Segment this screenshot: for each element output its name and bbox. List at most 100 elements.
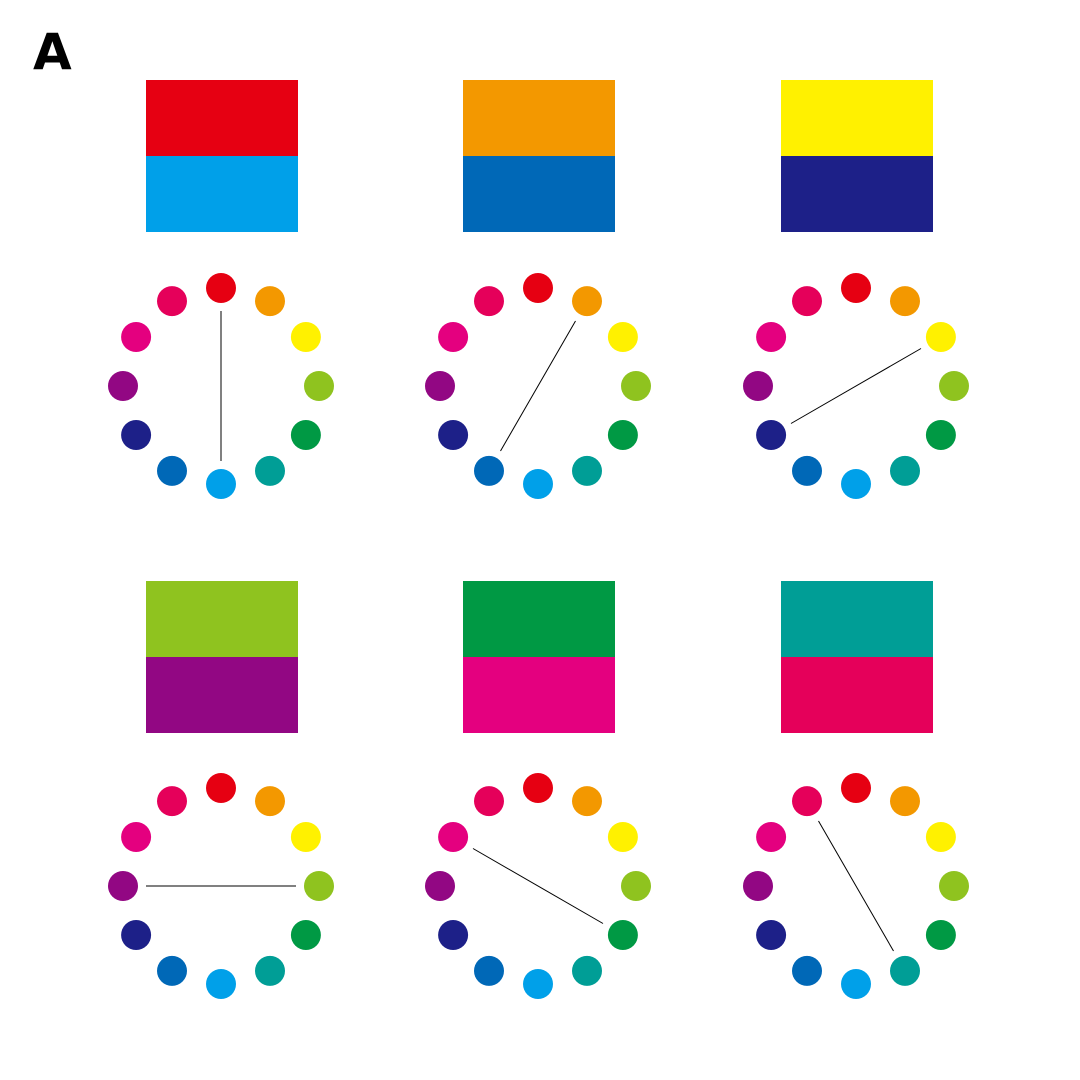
color-dot-red: [841, 773, 871, 803]
complementary-pair-yellow-indigo: [781, 80, 933, 232]
color-dot-red: [523, 773, 553, 803]
color-dot-purple: [425, 871, 455, 901]
color-dot-yellow: [290, 822, 321, 852]
complement-connector-line: [818, 820, 894, 952]
color-dot-sky-blue: [206, 469, 236, 499]
color-dot-yellow-green: [304, 871, 334, 901]
color-dot-yellow: [607, 822, 638, 852]
color-dot-blue: [157, 955, 187, 986]
color-dot-purple: [743, 371, 773, 401]
color-dot-yellow-green: [621, 371, 651, 401]
color-dot-magenta: [756, 322, 787, 352]
color-dot-orange: [572, 286, 602, 317]
color-dot-indigo: [121, 420, 152, 450]
color-dot-magenta: [121, 822, 152, 852]
color-dot-indigo: [438, 420, 469, 450]
swatch-top: [146, 80, 298, 156]
color-dot-red: [841, 273, 871, 303]
color-dot-purple: [108, 871, 138, 901]
color-dot-red: [206, 273, 236, 303]
color-dot-yellow: [925, 822, 956, 852]
color-dot-red: [523, 273, 553, 303]
color-dot-orange: [255, 786, 285, 817]
color-dot-blue-green: [255, 455, 285, 486]
color-dot-crimson: [157, 786, 187, 817]
color-dot-green: [290, 920, 321, 950]
color-dot-indigo: [756, 920, 787, 950]
color-dot-yellow-green: [304, 371, 334, 401]
color-dot-sky-blue: [841, 969, 871, 999]
color-dot-yellow-green: [939, 371, 969, 401]
swatch-top: [781, 581, 933, 657]
complementary-pair-yellow-green-purple: [146, 581, 298, 733]
color-dot-green: [607, 420, 638, 450]
swatch-top: [463, 581, 615, 657]
color-dot-green: [925, 920, 956, 950]
color-dot-blue-green: [572, 955, 602, 986]
color-dot-red: [206, 773, 236, 803]
color-dot-crimson: [792, 286, 822, 317]
color-dot-yellow: [607, 322, 638, 352]
color-dot-indigo: [121, 920, 152, 950]
complement-connector-line: [790, 348, 922, 424]
color-dot-green: [925, 420, 956, 450]
color-dot-blue-green: [572, 455, 602, 486]
swatch-top: [146, 581, 298, 657]
complement-connector-line: [472, 848, 604, 924]
color-dot-yellow: [925, 322, 956, 352]
color-dot-sky-blue: [206, 969, 236, 999]
color-dot-yellow-green: [621, 871, 651, 901]
color-dot-crimson: [157, 286, 187, 317]
complementary-pair-red-sky-blue: [146, 80, 298, 232]
color-dot-purple: [425, 371, 455, 401]
color-dot-blue: [474, 955, 504, 986]
color-dot-blue-green: [890, 955, 920, 986]
color-dot-orange: [890, 286, 920, 317]
color-dot-sky-blue: [523, 969, 553, 999]
color-dot-purple: [743, 871, 773, 901]
color-dot-purple: [108, 371, 138, 401]
color-dot-blue: [792, 955, 822, 986]
complement-connector-line: [500, 320, 576, 452]
color-wheel-1: [108, 273, 334, 499]
complementary-pair-green-magenta: [463, 581, 615, 733]
color-dot-crimson: [474, 286, 504, 317]
color-dot-sky-blue: [841, 469, 871, 499]
swatch-top: [781, 80, 933, 156]
color-dot-blue: [474, 455, 504, 486]
swatch-bottom: [146, 657, 298, 733]
color-dot-magenta: [438, 322, 469, 352]
swatch-bottom: [463, 657, 615, 733]
swatch-bottom: [781, 156, 933, 232]
complementary-pair-orange-blue: [463, 80, 615, 232]
color-dot-sky-blue: [523, 469, 553, 499]
color-dot-magenta: [121, 322, 152, 352]
color-dot-crimson: [792, 786, 822, 817]
color-dot-yellow-green: [939, 871, 969, 901]
swatch-bottom: [146, 156, 298, 232]
color-dot-green: [607, 920, 638, 950]
color-wheel-4: [108, 773, 334, 999]
color-dot-yellow: [290, 322, 321, 352]
color-wheel-6: [743, 773, 969, 999]
color-dot-orange: [255, 286, 285, 317]
color-dot-green: [290, 420, 321, 450]
color-dot-orange: [572, 786, 602, 817]
color-dot-blue: [792, 455, 822, 486]
swatch-top: [463, 80, 615, 156]
color-dot-crimson: [474, 786, 504, 817]
swatch-bottom: [781, 657, 933, 733]
panel-label: A: [33, 23, 72, 81]
color-dot-indigo: [756, 420, 787, 450]
color-dot-orange: [890, 786, 920, 817]
color-dot-magenta: [438, 822, 469, 852]
swatch-bottom: [463, 156, 615, 232]
color-dot-blue: [157, 455, 187, 486]
complementary-pair-blue-green-crimson: [781, 581, 933, 733]
color-dot-blue-green: [890, 455, 920, 486]
color-wheel-2: [425, 273, 651, 499]
color-dot-magenta: [756, 822, 787, 852]
color-dot-blue-green: [255, 955, 285, 986]
color-wheel-5: [425, 773, 651, 999]
